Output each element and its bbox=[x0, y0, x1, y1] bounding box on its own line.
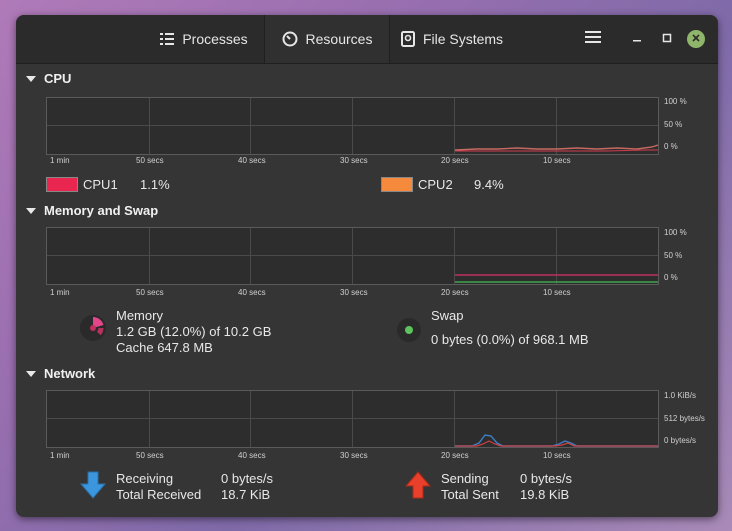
x-axis-tick: 30 secs bbox=[340, 288, 368, 297]
x-axis-tick: 20 secs bbox=[441, 451, 469, 460]
close-icon bbox=[691, 30, 701, 48]
y-axis-label: 50 % bbox=[664, 120, 683, 129]
x-axis-tick: 20 secs bbox=[441, 288, 469, 297]
maximize-icon bbox=[662, 30, 672, 48]
disk-icon bbox=[400, 31, 415, 47]
y-axis-label: 0 % bbox=[664, 273, 678, 282]
receiving-label: Receiving bbox=[116, 471, 174, 486]
x-axis-tick: 1 min bbox=[50, 156, 70, 165]
expander-arrow-icon bbox=[26, 370, 36, 377]
cpu1-value: 1.1% bbox=[140, 177, 170, 192]
memory-label: Memory bbox=[116, 308, 163, 323]
tab-file-systems[interactable]: File Systems bbox=[390, 15, 514, 63]
x-axis-tick: 1 min bbox=[50, 288, 70, 297]
swap-label: Swap bbox=[431, 308, 464, 323]
tab-label: Processes bbox=[182, 31, 248, 47]
y-axis-label: 0 % bbox=[664, 142, 678, 151]
network-history-plot bbox=[455, 434, 658, 447]
memory-section-header[interactable]: Memory and Swap bbox=[26, 203, 158, 218]
expander-arrow-icon bbox=[26, 207, 36, 214]
header-bar: Processes Resources File Systems bbox=[16, 15, 718, 64]
y-axis-label: 100 % bbox=[664, 228, 687, 237]
network-section-header[interactable]: Network bbox=[26, 366, 95, 381]
total-sent-label: Total Sent bbox=[441, 487, 499, 502]
download-arrow-icon bbox=[79, 471, 107, 503]
section-title: Memory and Swap bbox=[44, 203, 159, 218]
total-received-value: 18.7 KiB bbox=[221, 487, 271, 502]
cpu2-value: 9.4% bbox=[474, 177, 504, 192]
close-button[interactable] bbox=[687, 30, 705, 48]
section-title: Network bbox=[44, 366, 96, 381]
x-axis-tick: 10 secs bbox=[543, 156, 571, 165]
memory-cache: Cache 647.8 MB bbox=[116, 340, 213, 355]
memory-color-button[interactable] bbox=[78, 313, 108, 348]
x-axis-tick: 50 secs bbox=[136, 288, 164, 297]
x-axis-tick: 20 secs bbox=[441, 156, 469, 165]
network-graph bbox=[46, 390, 659, 448]
cpu2-color-button[interactable] bbox=[381, 177, 413, 192]
x-axis-tick: 10 secs bbox=[543, 288, 571, 297]
memory-graph bbox=[46, 227, 659, 285]
x-axis-tick: 30 secs bbox=[340, 156, 368, 165]
cpu-history-plot bbox=[454, 144, 658, 152]
list-icon bbox=[160, 32, 175, 46]
main-menu-button[interactable] bbox=[583, 29, 603, 49]
swap-usage: 0 bytes (0.0%) of 968.1 MB bbox=[431, 332, 589, 347]
cpu-section-header[interactable]: CPU bbox=[26, 71, 71, 86]
upload-arrow-icon bbox=[404, 471, 432, 503]
y-axis-label: 0 bytes/s bbox=[664, 436, 697, 445]
memory-history-plot bbox=[455, 274, 658, 283]
x-axis-tick: 40 secs bbox=[238, 451, 266, 460]
tab-processes[interactable]: Processes bbox=[146, 15, 262, 63]
cpu-graph bbox=[46, 97, 659, 155]
maximize-button[interactable] bbox=[657, 29, 677, 49]
expander-arrow-icon bbox=[26, 75, 36, 82]
total-sent-value: 19.8 KiB bbox=[520, 487, 570, 502]
section-title: CPU bbox=[44, 71, 72, 86]
cpu1-color-button[interactable] bbox=[46, 177, 78, 192]
y-axis-label: 512 bytes/s bbox=[664, 414, 705, 423]
x-axis-tick: 40 secs bbox=[238, 288, 266, 297]
gauge-icon bbox=[282, 31, 298, 47]
swap-color-button[interactable] bbox=[395, 316, 423, 349]
cpu2-label: CPU2 bbox=[418, 177, 453, 192]
y-axis-label: 50 % bbox=[664, 251, 683, 260]
tab-resources[interactable]: Resources bbox=[264, 15, 390, 63]
sending-color-button[interactable] bbox=[404, 471, 432, 504]
x-axis-tick: 1 min bbox=[50, 451, 70, 460]
receiving-color-button[interactable] bbox=[79, 471, 107, 504]
x-axis-tick: 10 secs bbox=[543, 451, 571, 460]
tab-label: Resources bbox=[305, 31, 373, 47]
y-axis-label: 100 % bbox=[664, 97, 687, 106]
x-axis-tick: 40 secs bbox=[238, 156, 266, 165]
minimize-icon bbox=[632, 30, 642, 48]
sending-label: Sending bbox=[441, 471, 489, 486]
receiving-value: 0 bytes/s bbox=[221, 471, 274, 486]
hamburger-icon bbox=[585, 30, 601, 49]
cpu1-label: CPU1 bbox=[83, 177, 118, 192]
x-axis-tick: 30 secs bbox=[340, 451, 368, 460]
x-axis-tick: 50 secs bbox=[136, 451, 164, 460]
tab-label: File Systems bbox=[422, 31, 504, 47]
memory-usage: 1.2 GB (12.0%) of 10.2 GB bbox=[116, 324, 272, 339]
sending-value: 0 bytes/s bbox=[520, 471, 573, 486]
y-axis-label: 1.0 KiB/s bbox=[664, 391, 697, 400]
x-axis-tick: 50 secs bbox=[136, 156, 164, 165]
minimize-button[interactable] bbox=[627, 29, 647, 49]
total-received-label: Total Received bbox=[116, 487, 202, 502]
system-monitor-window: Processes Resources File Systems bbox=[16, 15, 718, 517]
